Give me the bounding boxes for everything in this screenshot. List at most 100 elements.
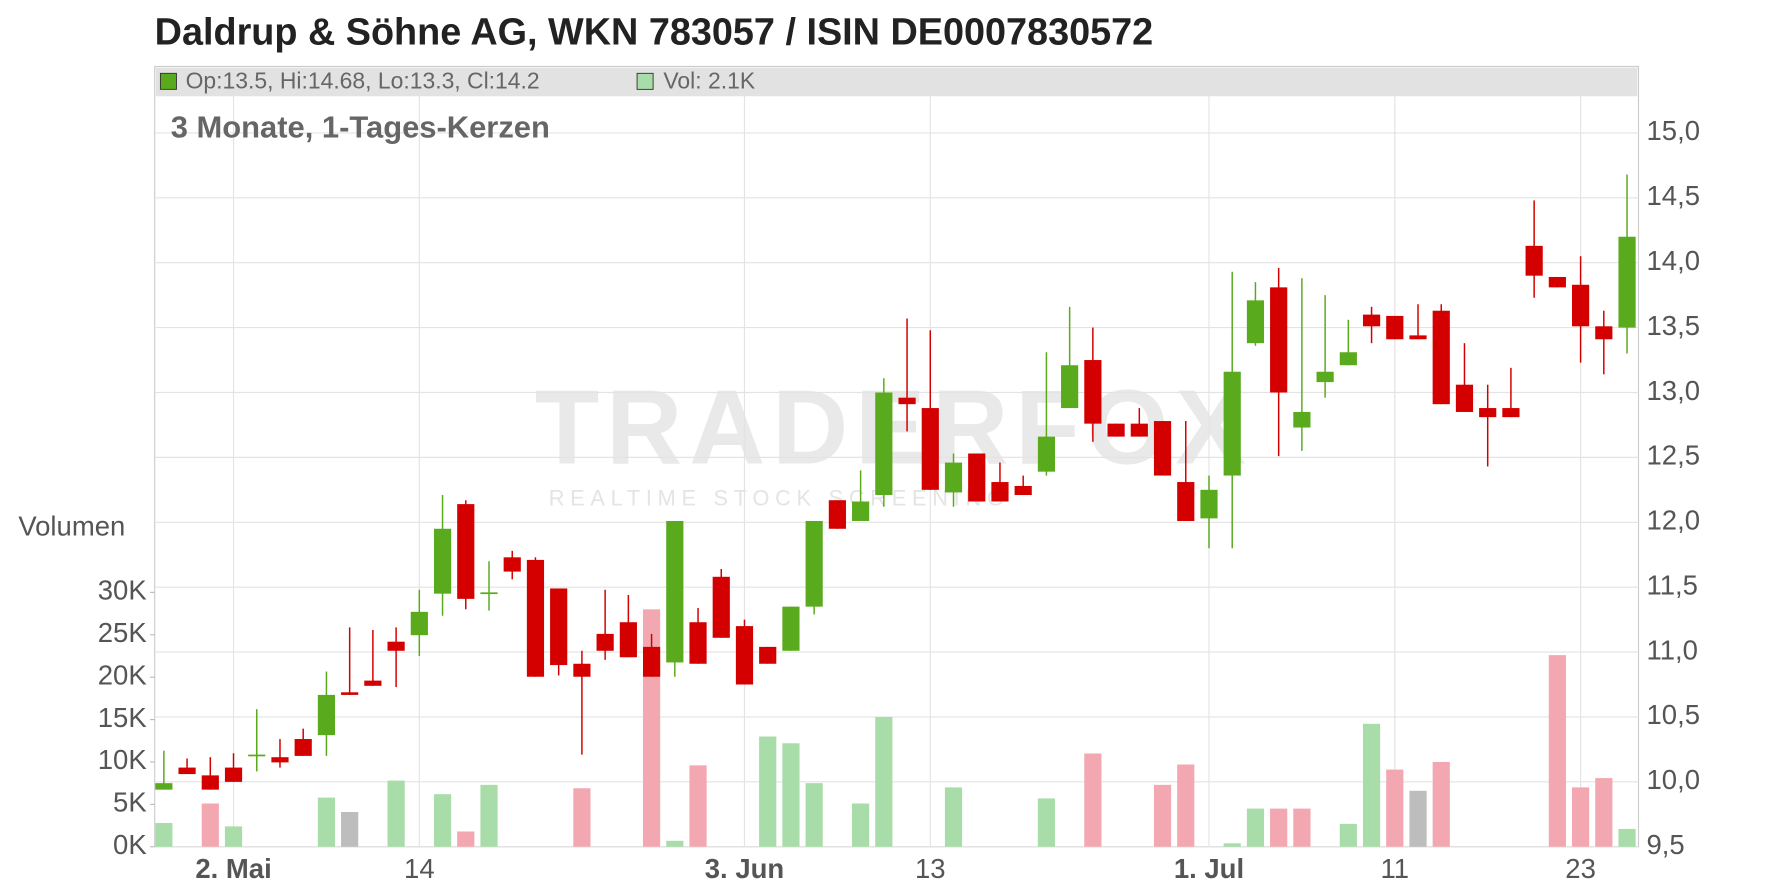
candle-body — [248, 754, 266, 757]
subtitle: 3 Monate, 1-Tages-Kerzen — [171, 110, 550, 145]
volume-bar — [224, 826, 243, 847]
candle-body — [759, 646, 777, 664]
watermark-sub: REALTIME STOCK SCREENING — [549, 485, 1010, 510]
volume-bar — [666, 840, 684, 847]
volume-bar — [1084, 753, 1102, 847]
volume-bar — [1618, 828, 1636, 847]
volume-bar — [573, 788, 591, 847]
candle-body — [1246, 300, 1265, 344]
candle-body — [619, 622, 637, 658]
chart-title: Daldrup & Söhne AG, WKN 783057 / ISIN DE… — [155, 11, 1154, 53]
candle-body — [1525, 245, 1543, 276]
y2-tick-label: 30K — [98, 575, 148, 606]
candle-body — [387, 641, 405, 651]
candle-body — [898, 397, 916, 405]
candle-body — [1618, 236, 1636, 328]
candle-body — [666, 520, 684, 663]
candle-body — [573, 663, 591, 677]
candle-body — [852, 501, 870, 521]
y-tick-label: 10,0 — [1647, 764, 1701, 795]
volume-bar — [1037, 798, 1056, 847]
candle-body — [1595, 326, 1613, 340]
y-tick-label: 13,0 — [1647, 375, 1701, 406]
volume-bar — [759, 736, 777, 847]
legend-price: Op:13.5, Hi:14.68, Lo:13.3, Cl:14.2 — [186, 68, 540, 94]
candle-body — [410, 611, 428, 636]
candle-body — [294, 739, 312, 756]
candle-body — [1084, 360, 1102, 424]
candle-body — [550, 588, 568, 666]
y2-tick-label: 0K — [113, 829, 147, 860]
y-tick-label: 11,5 — [1647, 569, 1698, 600]
y-tick-label: 12,5 — [1647, 440, 1701, 471]
y2-tick-label: 5K — [113, 787, 147, 818]
volume-bar — [875, 717, 893, 847]
y2-axis-label: Volumen — [18, 510, 125, 541]
candle-body — [341, 692, 359, 695]
candle-body — [1502, 408, 1520, 418]
candle-body — [1548, 276, 1566, 288]
y-tick-label: 14,5 — [1647, 180, 1701, 211]
candle-body — [526, 559, 545, 677]
y-tick-label: 9,5 — [1647, 829, 1685, 860]
candle-body — [1130, 423, 1148, 437]
legend-bar — [155, 67, 1638, 97]
candle-body — [944, 462, 963, 493]
y2-tick-label: 15K — [98, 702, 148, 733]
candle-body — [1362, 314, 1381, 327]
volume-bar — [341, 811, 359, 847]
candle-body — [457, 504, 475, 599]
y2-tick-label: 25K — [98, 617, 148, 648]
candle-body — [642, 646, 661, 677]
volume-bar — [1595, 778, 1613, 847]
volume-bar — [1223, 843, 1241, 847]
candle-body — [1316, 371, 1334, 383]
candle-body — [433, 528, 452, 594]
candle-body — [875, 392, 893, 496]
candle-body — [805, 520, 823, 607]
candle-body — [1037, 436, 1056, 472]
candle-body — [1061, 365, 1079, 409]
candle-body — [1409, 335, 1427, 340]
candle-body — [1270, 287, 1288, 393]
volume-bar — [155, 823, 173, 847]
volume-bar — [1409, 790, 1427, 847]
candle-body — [1339, 352, 1357, 366]
y-tick-label: 15,0 — [1647, 115, 1701, 146]
candle-body — [782, 606, 800, 651]
legend-swatch — [159, 72, 177, 90]
candle-body — [735, 626, 754, 685]
x-tick-label: 1. Jul — [1174, 853, 1244, 884]
candle-body — [596, 633, 614, 651]
candle-body — [991, 482, 1009, 502]
candle-body — [828, 500, 846, 529]
volume-bar — [433, 794, 452, 847]
volume-bar — [1339, 823, 1357, 847]
legend-swatch — [636, 72, 654, 90]
candle-body — [689, 622, 707, 664]
candle-body — [921, 408, 939, 490]
volume-bar — [1548, 655, 1566, 847]
candle-body — [317, 694, 336, 736]
y-tick-label: 12,0 — [1647, 505, 1701, 536]
candle-body — [1153, 421, 1172, 476]
volume-bar — [1386, 769, 1404, 847]
x-tick-label: 23 — [1565, 853, 1596, 884]
volume-bar — [317, 797, 336, 847]
volume-bar — [1362, 723, 1381, 847]
volume-bar — [1270, 808, 1288, 847]
volume-bar — [852, 803, 870, 847]
candle-body — [480, 592, 498, 595]
y-tick-label: 14,0 — [1647, 245, 1701, 276]
x-tick-label: 13 — [915, 853, 946, 884]
candle-body — [1293, 411, 1311, 428]
candle-body — [1572, 284, 1590, 327]
y-tick-label: 13,5 — [1647, 310, 1701, 341]
candle-body — [503, 557, 521, 572]
candle-body — [1200, 489, 1218, 519]
candle-body — [1386, 315, 1404, 340]
x-tick-label: 11 — [1381, 853, 1410, 884]
candle-body — [1479, 408, 1497, 418]
volume-bar — [1293, 808, 1311, 847]
